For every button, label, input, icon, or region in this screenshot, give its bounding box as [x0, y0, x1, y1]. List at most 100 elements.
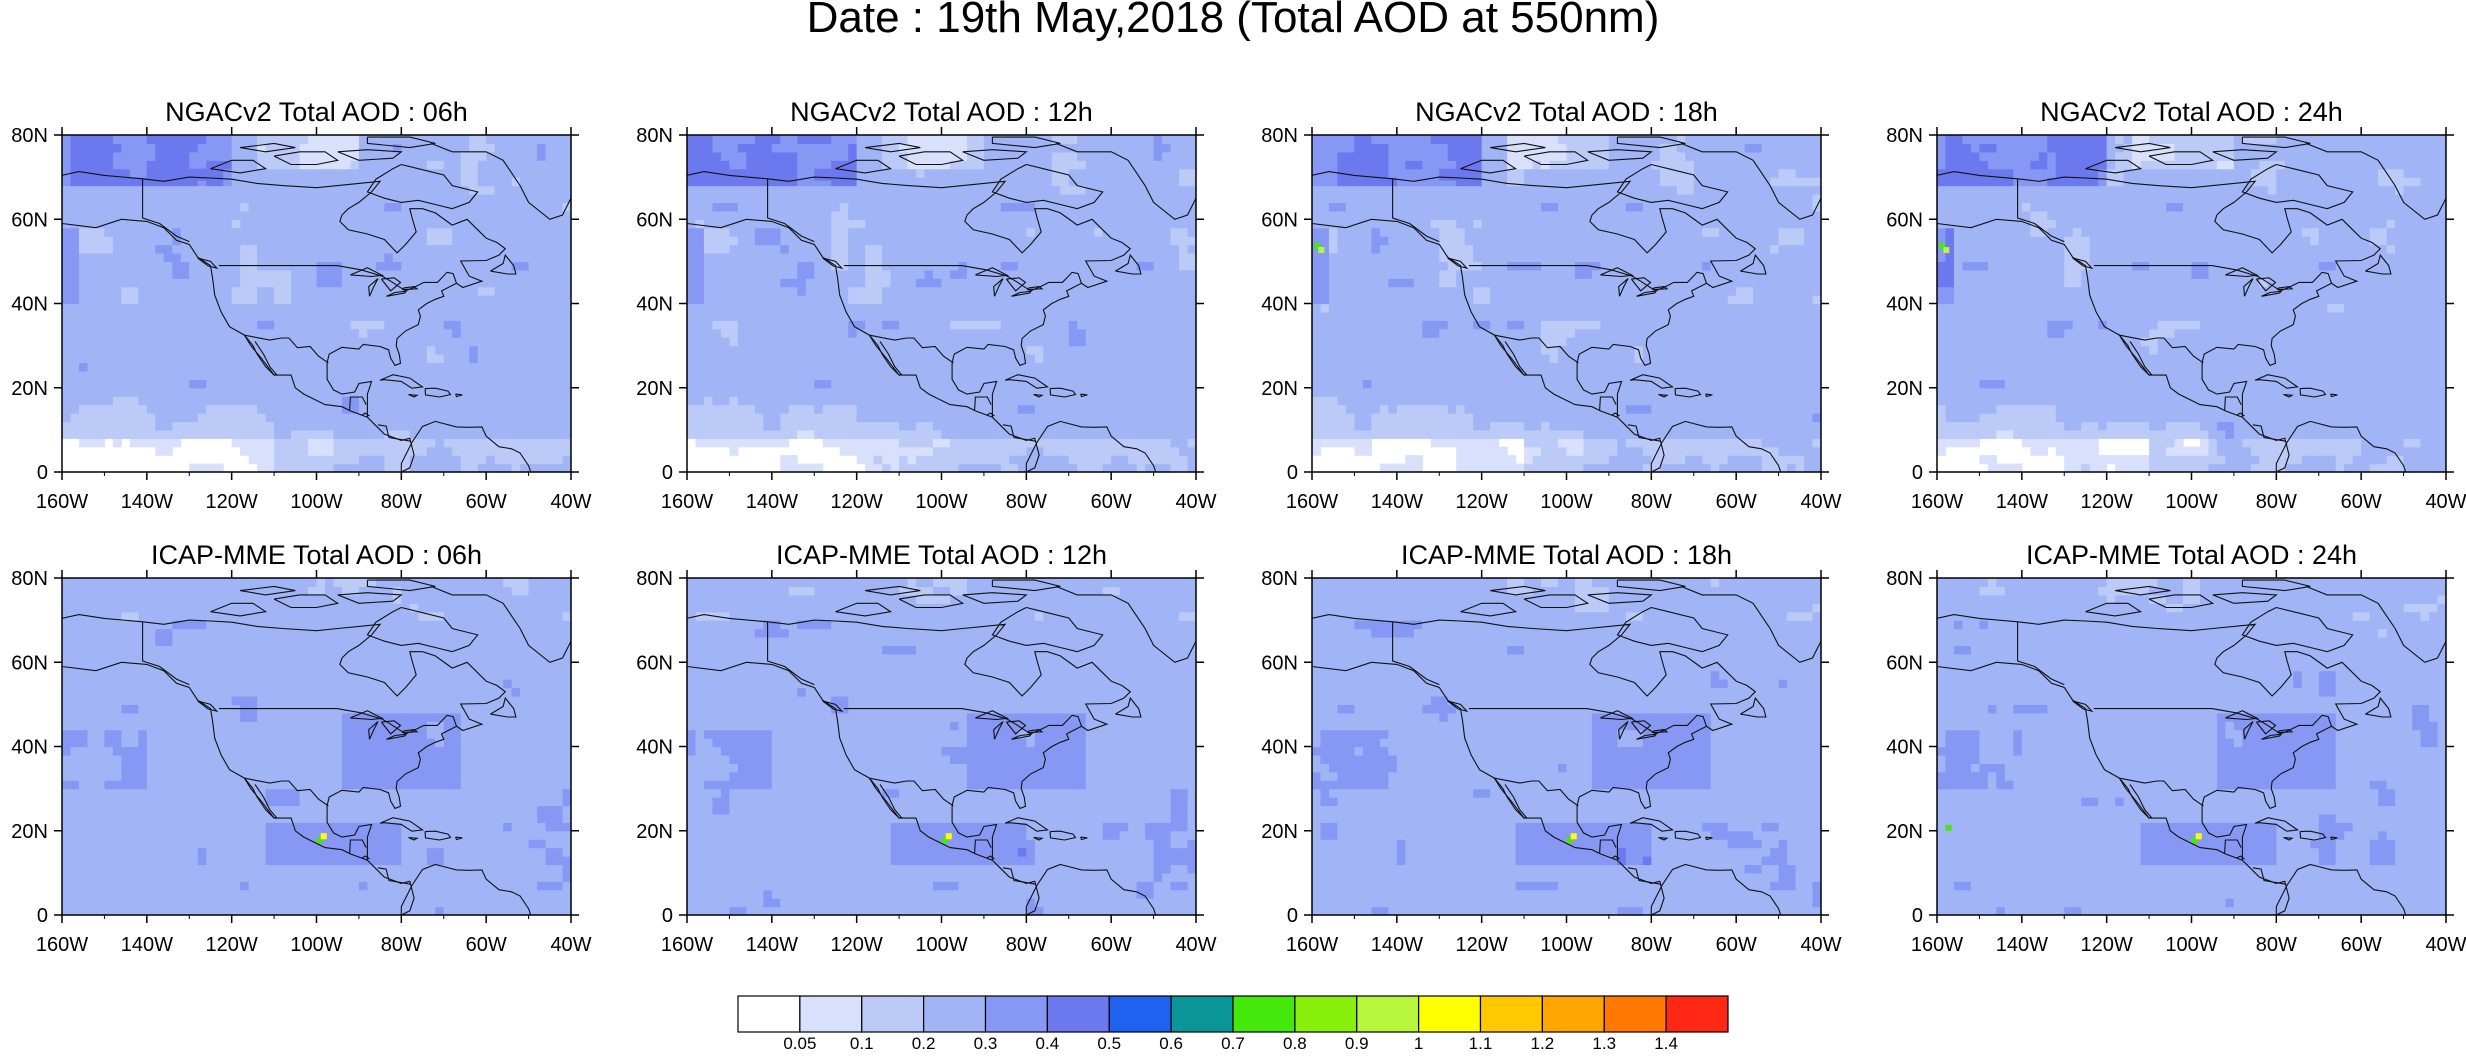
lat-tick-label: 40N: [1886, 737, 1923, 759]
lon-tick-label: 160W: [661, 934, 713, 956]
lat-tick-label: 60N: [1886, 209, 1923, 231]
map-panel-icap-24: ICAP-MME Total AOD : 24h 80N 60N 40N 20N 0 160…: [1886, 540, 2466, 956]
lon-tick-label: 160W: [1286, 934, 1338, 956]
lat-tick-label: 80N: [1261, 568, 1298, 590]
colorbar-label: 0.3: [974, 1034, 998, 1053]
panel-title: NGACv2 Total AOD : 24h: [2040, 97, 2343, 127]
lat-tick-label: 20N: [1886, 821, 1923, 843]
aod-field: [1937, 578, 2446, 915]
lat-tick-label: 20N: [1261, 821, 1298, 843]
colorbar-swatch: [1541, 995, 1605, 1033]
lon-tick-label: 40W: [1175, 934, 1216, 956]
aod-field: [687, 578, 1196, 915]
lat-tick-label: 60N: [1261, 652, 1298, 674]
lon-tick-label: 100W: [2165, 491, 2217, 513]
lon-tick-label: 80W: [1006, 934, 1047, 956]
lon-tick-label: 140W: [1371, 934, 1423, 956]
colorbar-swatch: [1108, 995, 1172, 1033]
lat-tick-label: 40N: [1261, 294, 1298, 316]
colorbar-swatch: [799, 995, 863, 1033]
colorbar-label: 1.1: [1469, 1034, 1493, 1053]
lon-tick-label: 100W: [2165, 934, 2217, 956]
lat-tick-label: 80N: [636, 125, 673, 147]
lat-tick-label: 80N: [11, 568, 48, 590]
map-panel-icap-18: ICAP-MME Total AOD : 18h 80N 60N 40N 20N 0 160…: [1261, 540, 1841, 956]
lat-tick-label: 60N: [636, 652, 673, 674]
colorbar-swatch: [861, 995, 925, 1033]
panel-title: ICAP-MME Total AOD : 06h: [151, 540, 482, 570]
lat-tick-label: 0: [662, 905, 673, 927]
panel-title: ICAP-MME Total AOD : 12h: [776, 540, 1107, 570]
lat-tick-label: 0: [1912, 462, 1923, 484]
aod-field: [687, 135, 1196, 472]
colorbar-swatch: [1356, 995, 1420, 1033]
lat-tick-label: 0: [37, 905, 48, 927]
lon-tick-label: 140W: [746, 934, 798, 956]
lat-tick-label: 60N: [1261, 209, 1298, 231]
map-panel-ngac-18: NGACv2 Total AOD : 18h 80N 60N 40N 20N 0 160W 1…: [1261, 97, 1841, 513]
aod-field: [1312, 135, 1821, 472]
figure-title: Date : 19th May,2018 (Total AOD at 550nm…: [807, 0, 1660, 42]
colorbar-swatch: [1232, 995, 1296, 1033]
map-panel-icap-12: ICAP-MME Total AOD : 12h 80N 60N 40N 20N 0 160…: [636, 540, 1216, 956]
colorbar-label: 0.4: [1036, 1034, 1060, 1053]
lon-tick-label: 80W: [1006, 491, 1047, 513]
coastlines: [1312, 135, 1821, 472]
lon-tick-label: 80W: [1631, 934, 1672, 956]
panel-title: NGACv2 Total AOD : 18h: [1415, 97, 1718, 127]
colorbar-swatch: [1418, 995, 1482, 1033]
colorbar-label: 0.9: [1345, 1034, 1369, 1053]
colorbar-swatch: [923, 995, 987, 1033]
lat-tick-label: 0: [1287, 462, 1298, 484]
lon-tick-label: 140W: [121, 491, 173, 513]
lon-tick-label: 100W: [915, 491, 967, 513]
colorbar-label: 0.8: [1283, 1034, 1307, 1053]
coastlines: [62, 578, 571, 915]
coastlines: [1937, 135, 2446, 472]
lat-tick-label: 0: [662, 462, 673, 484]
lon-tick-label: 120W: [206, 491, 258, 513]
lat-tick-label: 80N: [636, 568, 673, 590]
colorbar-swatch: [1170, 995, 1234, 1033]
lon-tick-label: 100W: [1540, 934, 1592, 956]
coastlines: [687, 135, 1196, 472]
lat-tick-label: 40N: [636, 737, 673, 759]
map-panel-ngac-12: NGACv2 Total AOD : 12h 80N 60N 40N 20N 0 160W 1…: [636, 97, 1216, 513]
lon-tick-label: 120W: [1456, 491, 1508, 513]
colorbar-label: 0.7: [1221, 1034, 1245, 1053]
colorbar-label: 1.4: [1654, 1034, 1678, 1053]
colorbar-swatch: [1665, 995, 1729, 1033]
lat-tick-label: 60N: [636, 209, 673, 231]
lon-tick-label: 100W: [290, 934, 342, 956]
colorbar-legend: 0.05 0.1 0.2 0.3 0.4 0.5 0.6 0.7 0.8 0.9 1 1.1 1.2 1.…: [737, 995, 1729, 1053]
lon-tick-label: 160W: [1286, 491, 1338, 513]
lon-tick-label: 40W: [1175, 491, 1216, 513]
lon-tick-label: 140W: [1371, 491, 1423, 513]
lat-tick-label: 40N: [1261, 737, 1298, 759]
colorbar-swatch: [1479, 995, 1543, 1033]
lat-tick-label: 40N: [1886, 294, 1923, 316]
lon-tick-label: 80W: [2256, 934, 2297, 956]
colorbar-label: 1.3: [1592, 1034, 1616, 1053]
lon-tick-label: 120W: [2081, 491, 2133, 513]
lat-tick-label: 60N: [11, 209, 48, 231]
coastlines: [1312, 578, 1821, 915]
lon-tick-label: 60W: [1716, 934, 1757, 956]
lat-tick-label: 80N: [1886, 125, 1923, 147]
lat-tick-label: 20N: [11, 821, 48, 843]
lat-tick-label: 20N: [636, 378, 673, 400]
colorbar-swatch: [1294, 995, 1358, 1033]
lat-tick-label: 0: [37, 462, 48, 484]
aod-field: [1312, 578, 1821, 915]
colorbar-label: 1.2: [1531, 1034, 1555, 1053]
lat-tick-label: 20N: [1886, 378, 1923, 400]
lon-tick-label: 160W: [36, 934, 88, 956]
lat-tick-label: 60N: [1886, 652, 1923, 674]
coastlines: [62, 135, 571, 472]
colorbar-swatch: [984, 995, 1048, 1033]
lon-tick-label: 40W: [550, 491, 591, 513]
panel-title: NGACv2 Total AOD : 06h: [165, 97, 468, 127]
colorbar-swatch: [1603, 995, 1667, 1033]
lon-tick-label: 40W: [2425, 491, 2466, 513]
